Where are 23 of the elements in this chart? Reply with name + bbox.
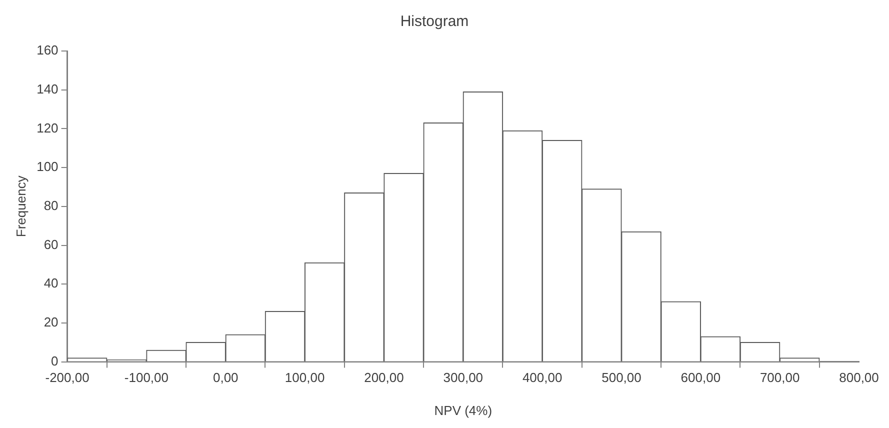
x-tick-label: 500,00 — [602, 370, 642, 386]
x-tick-label: 800,00 — [839, 370, 879, 386]
y-axis-title: Frequency — [13, 175, 28, 238]
y-tick-label: 60 — [44, 236, 58, 252]
y-tick-label: 140 — [36, 81, 58, 96]
chart-title: Histogram — [400, 13, 469, 30]
x-tick-label: 600,00 — [680, 370, 721, 386]
y-tick-label: 100 — [36, 159, 58, 174]
y-tick-label: 80 — [44, 198, 58, 213]
x-tick-label: 200,00 — [364, 370, 404, 386]
y-tick-label: 160 — [36, 42, 58, 58]
x-tick-label: 0,00 — [212, 370, 238, 386]
x-tick-label: 100,00 — [284, 370, 325, 386]
y-tick-label: 20 — [44, 314, 58, 330]
x-tick-label: 700,00 — [760, 370, 800, 386]
x-tick-label: 400,00 — [522, 370, 562, 386]
x-axis-title: NPV (4%) — [434, 402, 492, 418]
y-tick-label: 120 — [36, 120, 58, 136]
y-tick-label: 0 — [51, 353, 58, 368]
y-tick-label: 40 — [44, 276, 58, 291]
x-tick-label: -100,00 — [124, 370, 169, 386]
x-tick-label: -200,00 — [45, 370, 90, 386]
x-tick-label: 300,00 — [443, 370, 484, 386]
